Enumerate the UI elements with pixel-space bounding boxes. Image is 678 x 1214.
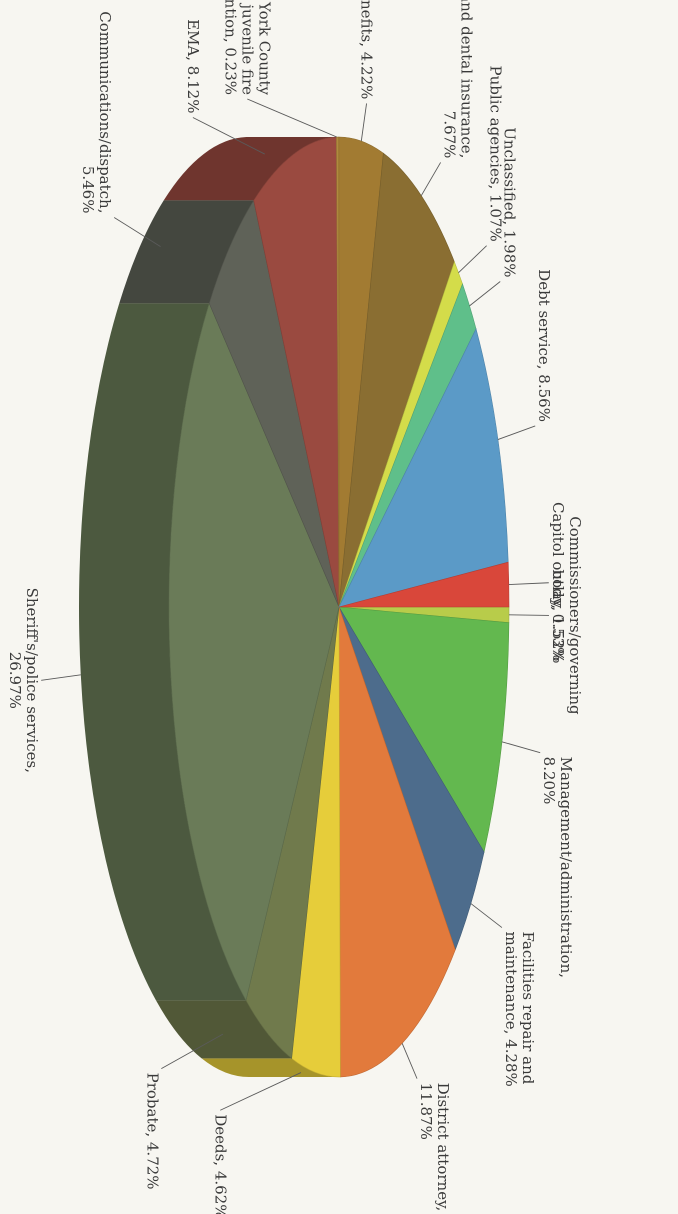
label-communications-dispatch: Communications/dispatch,5.46% — [79, 11, 114, 213]
leader-line-sheriff-s-police-services — [41, 674, 81, 681]
label-deeds: Deeds, 4.62% — [211, 1114, 229, 1214]
label-facilities-repair-and-maintenance: Facilities repair andmaintenance, 4.28% — [502, 932, 537, 1087]
leader-line-deeds — [220, 1072, 302, 1111]
pie-slice-ema — [253, 136, 340, 608]
pie-side-deeds — [201, 1058, 339, 1077]
label-line: prevention, 0.23% — [221, 0, 239, 95]
pie-side-sheriff-s-police-services — [79, 303, 246, 1001]
label-medical-and-dental-insurance: Medical and dental insurance,7.67% — [441, 0, 476, 158]
leader-line-management-administration — [501, 741, 541, 754]
pie-slice-communications-dispatch — [208, 199, 340, 608]
label-line: Public agencies, 1.07% — [487, 66, 505, 242]
label-public-agencies: Public agencies, 1.07% — [487, 66, 505, 242]
leader-line-district-attorney — [401, 1043, 418, 1079]
label-line: 26.97% — [6, 652, 24, 709]
label-line: Deeds, 4.62% — [211, 1114, 229, 1214]
leader-line-commissioners-governing-body — [508, 614, 549, 616]
leader-line-retirement-benefits — [360, 103, 368, 142]
label-line: Retirement benefits, 4.22% — [358, 0, 376, 99]
pie-slice-district-attorney — [338, 606, 456, 1078]
label-line: juvenile fire — [238, 2, 256, 95]
label-line: EMA, 8.12% — [184, 19, 202, 113]
leader-line-probate — [161, 1033, 224, 1070]
leader-line-facilities-repair-and-maintenance — [470, 903, 503, 928]
label-line: body, 0.53% — [549, 570, 567, 662]
label-probate: Probate, 4.72% — [143, 1073, 161, 1190]
label-york-county-juvenile-fire-prevention: York Countyjuvenile fireprevention, 0.23… — [221, 0, 273, 96]
label-district-attorney: District attorney,11.87% — [417, 1083, 452, 1212]
label-retirement-benefits: Retirement benefits, 4.22% — [358, 0, 376, 99]
pie-side-ema — [163, 137, 337, 201]
label-commissioners-governing-body: Commissioners/governingbody, 0.53% — [549, 516, 584, 715]
label-line: 5.46% — [79, 166, 97, 214]
label-line: Commissioners/governing — [566, 516, 584, 715]
leader-line-unclassified — [469, 281, 501, 307]
label-debt-service: Debt service, 8.56% — [535, 269, 553, 422]
label-line: Communications/dispatch, — [96, 11, 114, 213]
label-line: Debt service, 8.56% — [535, 269, 553, 422]
leader-line-ema — [192, 117, 265, 155]
leader-line-medical-and-dental-insurance — [420, 162, 442, 196]
leader-line-public-agencies — [458, 245, 487, 274]
label-line: 11.87% — [417, 1083, 435, 1140]
pie-side-communications-dispatch — [119, 200, 254, 304]
leader-line-communications-dispatch — [113, 217, 161, 247]
label-sheriff-s-police-services: Sheriff's/police services,26.97% — [6, 588, 41, 773]
label-line: Medical and dental insurance, — [458, 0, 476, 158]
leader-line-york-county-juvenile-fire-prevention — [247, 98, 337, 138]
label-capitol-outlay: Capitol outlay, 1.52% — [549, 502, 567, 664]
label-line: York County — [255, 1, 273, 96]
pie-side-probate — [155, 1000, 292, 1059]
label-line: Capitol outlay, 1.52% — [549, 502, 567, 664]
pie-slice-sheriff-s-police-services — [168, 302, 340, 1002]
label-management-administration: Management/administration,8.20% — [540, 757, 575, 978]
label-unclassified: Unclassified, 1.98% — [500, 127, 518, 277]
label-line: 8.20% — [540, 757, 558, 805]
label-line: maintenance, 4.28% — [502, 932, 520, 1087]
leader-line-debt-service — [497, 425, 536, 440]
label-line: Sheriff's/police services, — [23, 588, 41, 773]
label-line: Management/administration, — [557, 757, 575, 978]
label-line: Unclassified, 1.98% — [500, 127, 518, 277]
leader-line-capitol-outlay — [508, 582, 549, 586]
pie-slice-medical-and-dental-insurance — [338, 152, 455, 608]
label-line: 7.67% — [441, 111, 459, 159]
label-line: Facilities repair and — [519, 932, 537, 1085]
label-line: Probate, 4.72% — [143, 1073, 161, 1190]
label-ema: EMA, 8.12% — [184, 19, 202, 113]
label-line: District attorney, — [434, 1083, 452, 1212]
